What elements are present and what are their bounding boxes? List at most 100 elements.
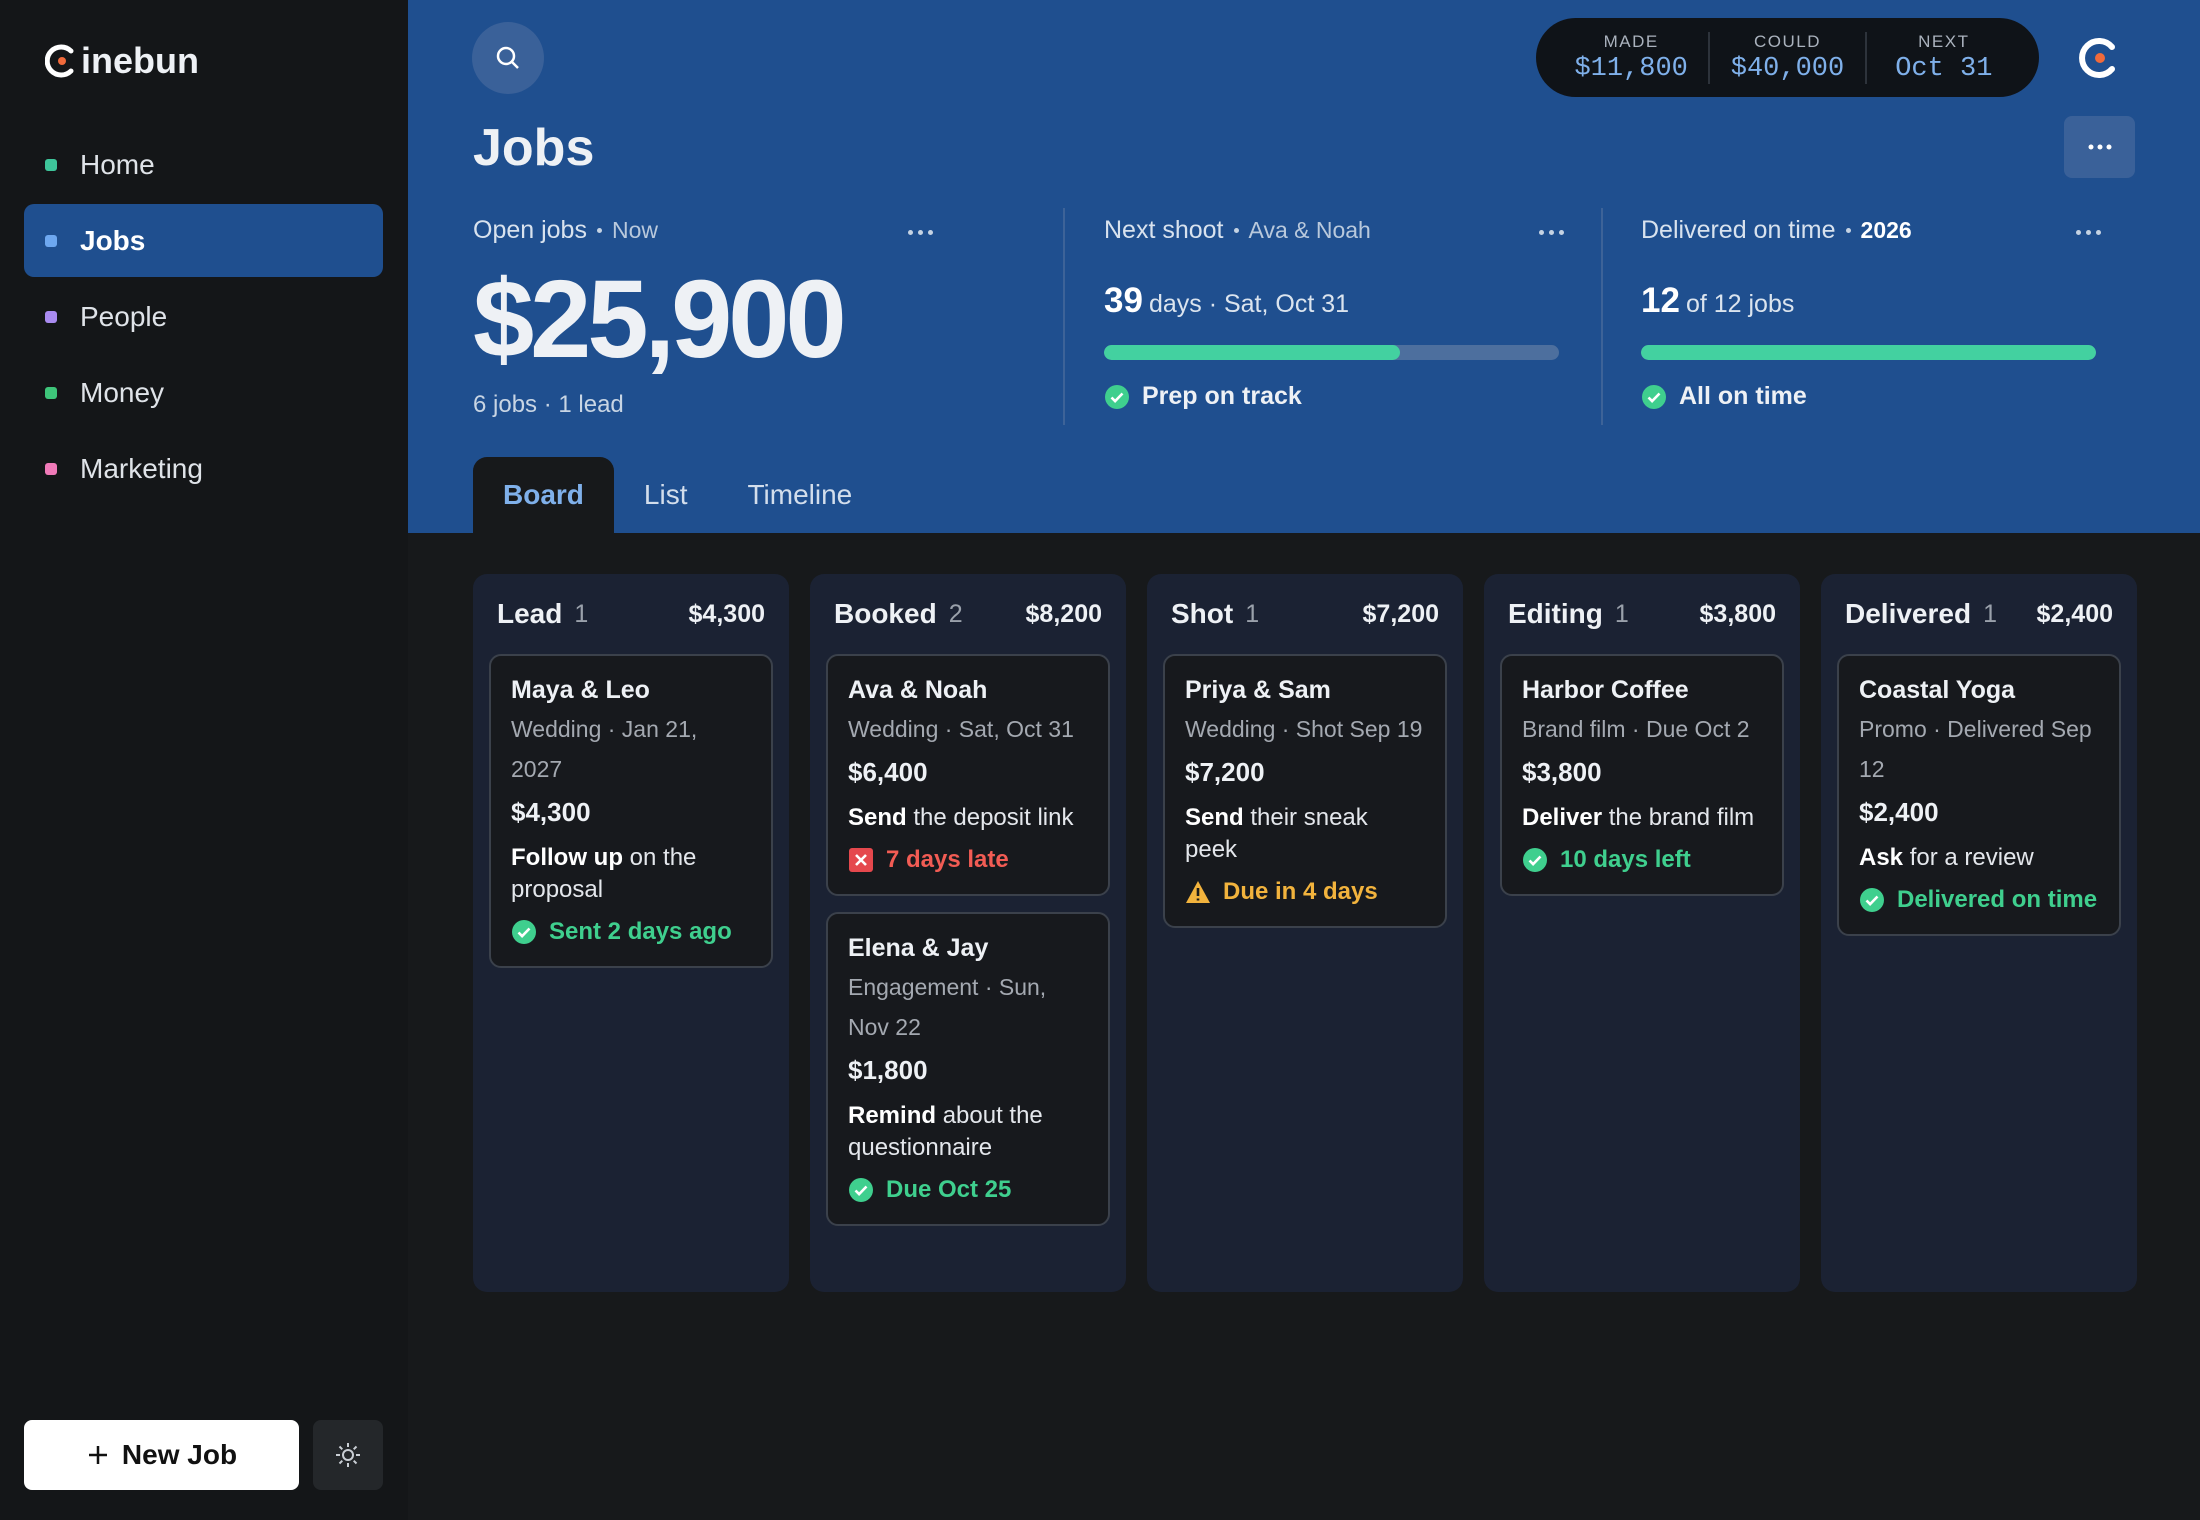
column-name: Editing [1508,598,1603,629]
sidebar: inebun Home Jobs People Money Marketing New … [0,0,408,1520]
summary-panel: Delivered on time 2026 12 of 12 jobs All on … [1641,216,2101,426]
card-action: Follow up on the proposal [511,842,751,906]
card-action: Deliver the brand film [1522,802,1762,834]
job-card[interactable]: Elena & Jay Engagement · Sun, Nov 22 $1,80… [826,912,1110,1226]
panel-status: Prep on track [1104,382,1564,411]
card-meta: Wedding · Sat, Oct 31 [848,716,1074,742]
panel-big: 39 [1104,281,1143,320]
stat-value: $40,000 [1730,53,1845,84]
card-action: Send their sneak peek [1185,802,1425,866]
panel-status: All on time [1641,382,2101,411]
logo-icon [45,44,74,78]
panel-tag: 2026 [1860,217,1912,243]
panel-menu[interactable] [908,230,933,235]
card-title: Maya & Leo [511,676,650,704]
logo[interactable]: inebun [45,40,199,82]
column-total: $3,800 [1699,599,1776,628]
status-icon [849,1178,873,1202]
panel-tag: Now [611,217,658,243]
nav-item[interactable]: Jobs [24,204,383,277]
column-count: 2 [948,599,963,628]
column-total: $2,400 [2036,599,2113,628]
tab[interactable]: Board [473,457,614,533]
nav: Home Jobs People Money Marketing [24,128,383,508]
column: Lead 1 $4,300 Maya & Leo Wedding · Jan 21, 2… [473,574,789,1292]
panel-figure: 12 of 12 jobs [1641,281,2101,321]
column-name: Shot [1171,598,1234,629]
card-status: Sent 2 days ago [511,918,751,946]
card-amount: $7,200 [1185,757,1265,787]
stat-label: COULD [1753,31,1821,51]
stats-pill: MADE $11,800 COULD $40,000 NEXT Oct 31 [1536,18,2039,97]
action-verb: Deliver [1522,804,1603,831]
status-text: Due in 4 days [1223,878,1378,905]
status-text: 7 days late [886,846,1009,873]
status-icon [849,848,873,872]
column-header: Editing 1 $3,800 [1500,598,1784,630]
card-title: Harbor Coffee [1522,676,1689,704]
status-icon [1860,888,1884,912]
status-icon [1186,881,1210,903]
job-card[interactable]: Coastal Yoga Promo · Delivered Sep 12 $2,4… [1837,654,2121,936]
job-card[interactable]: Ava & Noah Wedding · Sat, Oct 31 $6,400 Sen… [826,654,1110,896]
tab[interactable]: List [643,479,688,510]
panel-rest: days · Sat, Oct 31 [1148,290,1350,318]
panel-menu[interactable] [1539,230,1564,235]
column: Delivered 1 $2,400 Coastal Yoga Promo · Deli… [1821,574,2137,1292]
progress-fill [1104,345,1400,360]
stat: MADE $11,800 [1554,32,1708,84]
action-verb: Send [1185,804,1244,831]
action-rest: for a review [1909,844,2034,871]
card-meta: Engagement · Sun, Nov 22 [848,974,1047,1040]
account-logo[interactable] [2076,36,2120,80]
progress-fill [1641,345,2096,360]
action-verb: Ask [1859,844,1904,871]
new-job-button[interactable]: New Job [24,1420,299,1490]
job-card[interactable]: Maya & Leo Wedding · Jan 21, 2027 $4,300 Fo… [489,654,773,968]
column-count: 1 [1245,599,1260,628]
card-status: Due Oct 25 [848,1176,1088,1204]
panel-title: Open jobs [473,216,587,244]
dot [2096,230,2101,235]
nav-item[interactable]: Money [24,356,383,429]
panel-big: 12 [1641,281,1680,320]
more-button[interactable] [2064,116,2135,178]
card-action: Ask for a review [1859,842,2099,874]
stat-value: $11,800 [1574,53,1688,84]
more-icon [2088,144,2111,150]
divider [1063,208,1065,425]
stat: NEXT Oct 31 [1864,31,2021,84]
search-button[interactable] [472,22,544,94]
action-rest: about the questionnaire [848,1102,1043,1161]
theme-toggle[interactable] [313,1420,383,1490]
stat: COULD $40,000 [1708,31,1864,84]
status-icon [1105,384,1129,409]
status-text: 10 days left [1560,846,1691,873]
card-amount: $4,300 [511,797,591,827]
panel-figure: 39 days · Sat, Oct 31 [1104,281,1564,321]
column-total: $8,200 [1025,599,1102,628]
action-verb: Follow up [511,844,623,871]
search-icon [496,46,519,69]
tab[interactable]: Timeline [747,479,853,510]
stat-label: MADE [1603,31,1659,51]
nav-item[interactable]: Home [24,128,383,201]
brand-name: inebun [81,40,199,81]
summary-panel: Next shoot Ava & Noah 39 days · Sat, Oct 31… [1104,216,1564,426]
card-status: 7 days late [848,846,1088,874]
card-amount: $6,400 [848,757,928,787]
dot [1559,230,1564,235]
job-card[interactable]: Harbor Coffee Brand film · Due Oct 2 $3,80… [1500,654,1784,896]
nav-item[interactable]: Marketing [24,432,383,505]
progress-track [1104,345,1559,360]
panel-label: Delivered on time 2026 [1641,216,2101,245]
nav-item[interactable]: People [24,280,383,353]
column-header: Shot 1 $7,200 [1163,598,1447,630]
panel-menu[interactable] [2076,230,2101,235]
job-card[interactable]: Priya & Sam Wedding · Shot Sep 19 $7,200 Se… [1163,654,1447,928]
card-status: Due in 4 days [1185,878,1425,906]
dot [928,230,933,235]
card-title: Ava & Noah [848,676,988,704]
tabs: Board List Timeline [473,457,882,533]
card-amount: $3,800 [1522,757,1602,787]
